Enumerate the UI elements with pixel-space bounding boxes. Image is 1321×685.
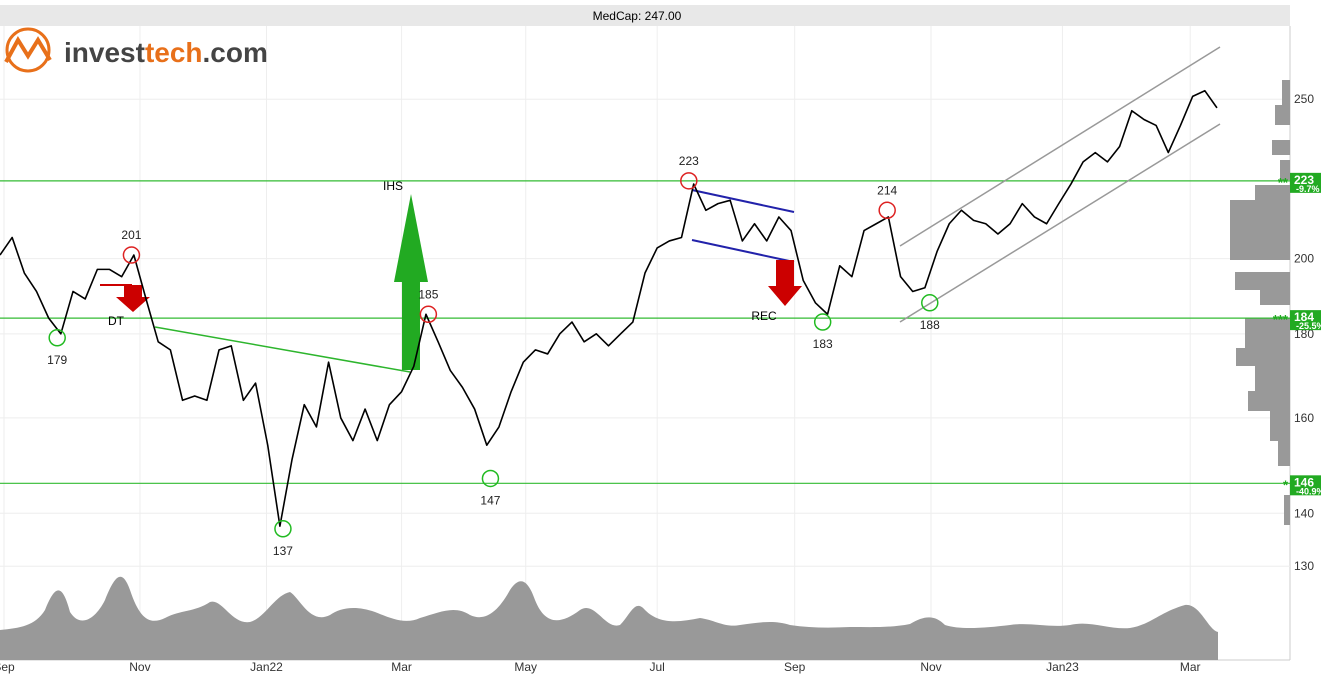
header-bar	[0, 5, 1290, 26]
pivot-label: 185	[418, 287, 438, 301]
x-tick-label: Mar	[391, 660, 412, 674]
pivot-label: 179	[47, 353, 67, 367]
level-stars: **	[1278, 175, 1289, 190]
pivot-marker	[481, 469, 500, 488]
level-stars: ***	[1273, 312, 1289, 327]
price-line	[0, 89, 1218, 527]
pivot-marker	[680, 172, 698, 190]
y-tick-label: 140	[1294, 506, 1314, 520]
x-tick-label: Sep	[0, 660, 15, 674]
pattern-label: REC	[751, 309, 777, 323]
x-tick-label: Nov	[920, 660, 941, 674]
level-value: 223	[1294, 173, 1314, 187]
y-tick-label: 250	[1294, 92, 1314, 106]
pattern-arrows	[100, 194, 802, 370]
x-tick-label: Nov	[129, 660, 150, 674]
logo-part: invest	[64, 37, 145, 68]
level-tag	[1290, 310, 1321, 331]
pivot-marker	[122, 246, 141, 264]
pivot-marker	[274, 520, 292, 538]
logo-part: tech	[145, 37, 203, 68]
level-tag	[1290, 475, 1321, 496]
y-tick-label: 200	[1294, 252, 1314, 266]
x-tick-label: Jan23	[1046, 660, 1079, 674]
level-change: -40.9%	[1296, 486, 1321, 496]
y-tick-label: 160	[1294, 411, 1314, 425]
pivot-marker	[878, 201, 896, 220]
y-tick-label: 130	[1294, 559, 1314, 573]
logo-part: .com	[203, 37, 268, 68]
pivot-label: 147	[480, 493, 500, 507]
level-change: -9.7%	[1296, 184, 1320, 194]
level-stars: *	[1283, 477, 1289, 492]
x-tick-label: May	[514, 660, 537, 674]
level-change: -25.5%	[1296, 321, 1321, 331]
x-tick-label: Sep	[784, 660, 806, 674]
pivot-marker	[813, 313, 832, 331]
pivot-label: 214	[877, 183, 897, 197]
level-value: 184	[1294, 310, 1314, 324]
logo-text: investtech.com	[64, 37, 268, 68]
y-tick-label: 180	[1294, 327, 1314, 341]
level-tag	[1290, 172, 1321, 193]
pivot-marker	[48, 329, 66, 347]
trend-lines	[154, 46, 1221, 373]
x-tick-label: Jan22	[250, 660, 283, 674]
pivot-label: 223	[679, 154, 699, 168]
level-value: 146	[1294, 475, 1314, 489]
pivot-label: 188	[920, 318, 940, 332]
pivot-label: 137	[273, 544, 293, 558]
pivot-marker	[419, 305, 438, 324]
header-text: MedCap: 247.00	[593, 9, 682, 23]
pattern-label: DT	[108, 314, 125, 328]
volume-profile	[1230, 80, 1290, 525]
logo: investtech.com	[4, 27, 268, 73]
pivot-label: 201	[121, 228, 141, 242]
pivot-label: 183	[813, 337, 833, 351]
volume-area	[0, 576, 1218, 660]
pattern-label: IHS	[383, 179, 403, 193]
x-tick-label: Mar	[1180, 660, 1201, 674]
x-tick-label: Jul	[649, 660, 664, 674]
pivot-marker	[921, 294, 939, 312]
